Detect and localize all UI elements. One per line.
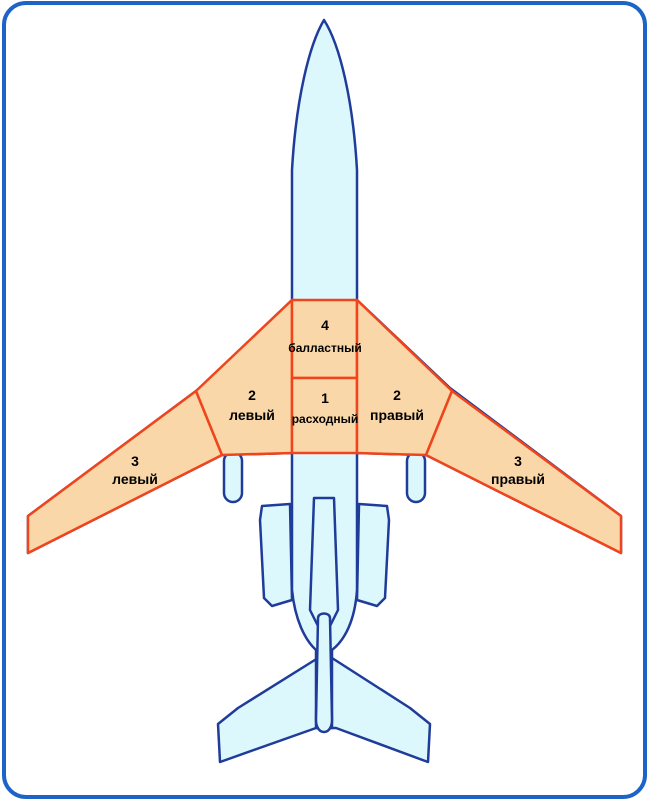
right-engine	[355, 502, 391, 608]
tank-3-right	[424, 389, 623, 555]
tank-2-right-name: правый	[370, 407, 424, 423]
tank-4-number: 4	[321, 317, 329, 333]
tank-3-right-number: 3	[514, 453, 522, 469]
center-engine	[308, 496, 340, 628]
vertical-fin	[314, 612, 334, 734]
tank-2-right-number: 2	[393, 387, 401, 403]
left-engine	[258, 502, 294, 608]
tank-4-ballast	[290, 298, 359, 380]
tank-3-right-name: правый	[491, 471, 545, 487]
tank-4-name: балластный	[288, 341, 361, 355]
right-gear-fairing	[405, 450, 427, 504]
tank-2-left-name: левый	[229, 407, 275, 423]
tank-2-left-number: 2	[248, 387, 256, 403]
tank-3-left-number: 3	[131, 453, 139, 469]
tank-3-left-name: левый	[112, 471, 158, 487]
tank-1-number: 1	[321, 390, 329, 406]
tank-1-name: расходный	[292, 412, 359, 426]
left-gear-fairing	[222, 450, 244, 504]
